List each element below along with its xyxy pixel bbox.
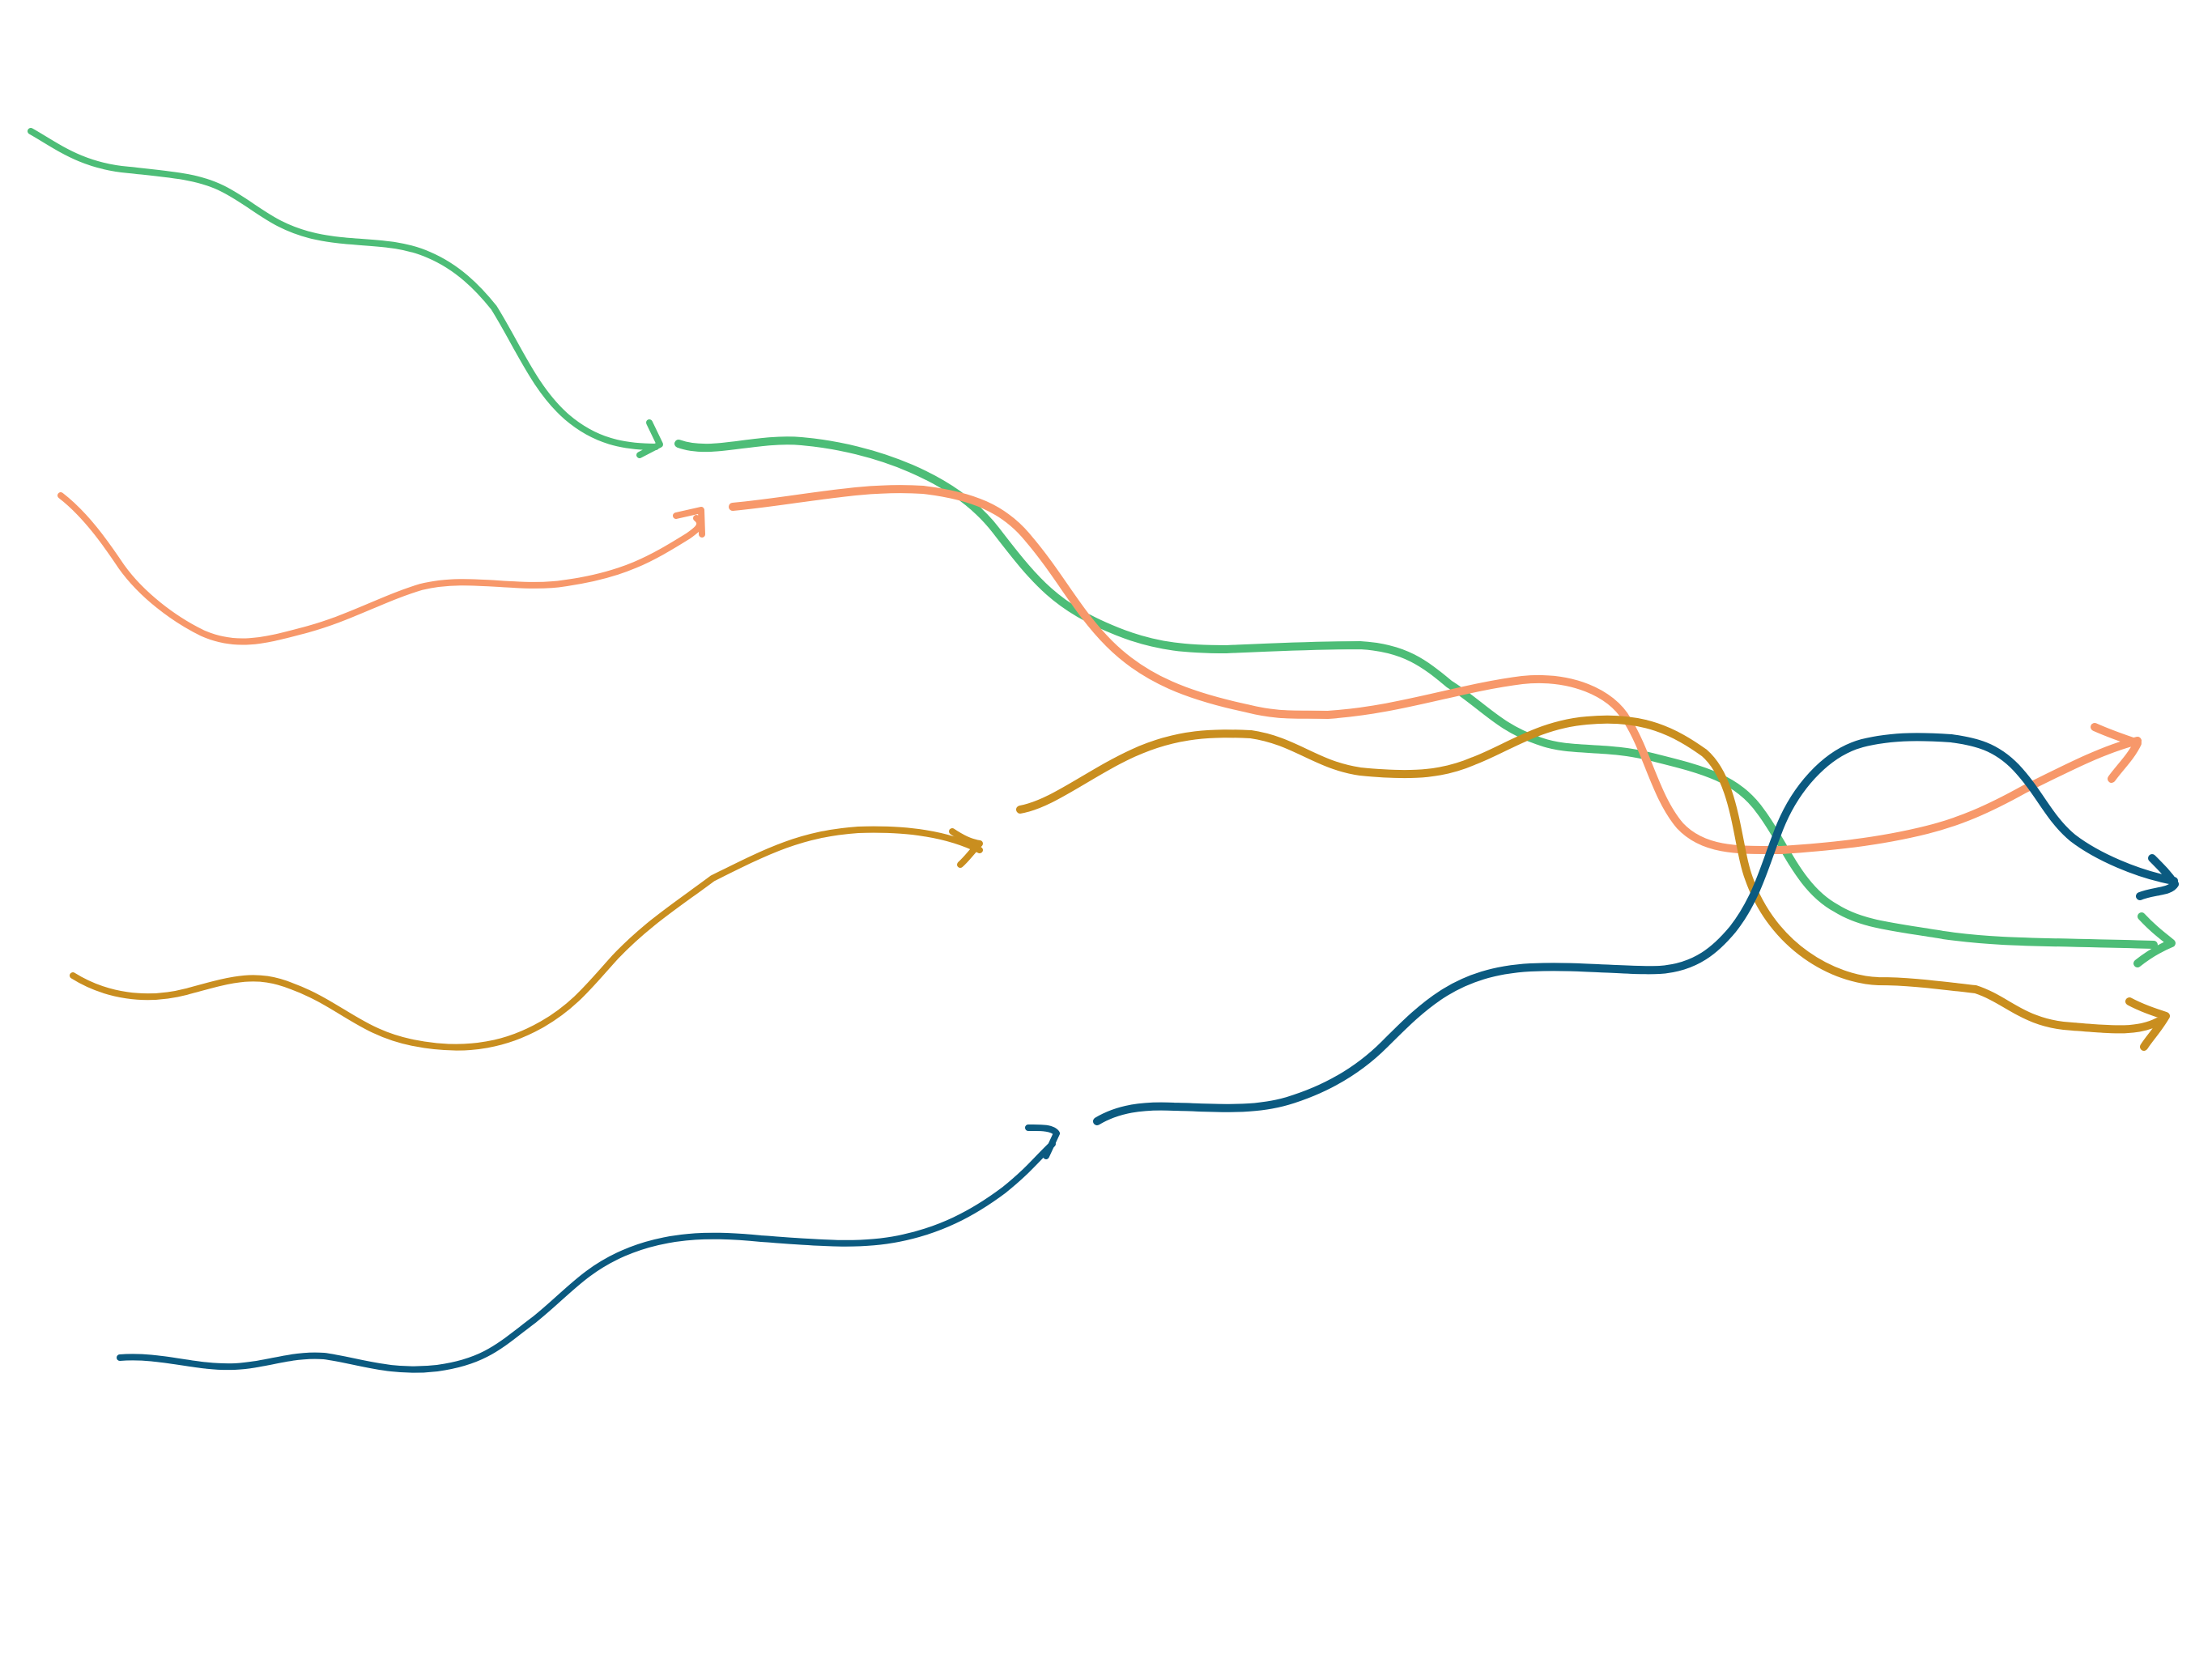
gold-arrow-2 bbox=[1016, 715, 2170, 1051]
green-arrow-1-head bbox=[636, 419, 663, 458]
green-arrow-2-head bbox=[2133, 912, 2176, 967]
green-arrow-2-line bbox=[674, 436, 2158, 949]
salmon-arrow-2-head bbox=[2091, 723, 2142, 783]
gold-arrow-2-head bbox=[2125, 997, 2170, 1051]
navy-arrow-1-head bbox=[1025, 1124, 1060, 1159]
gold-arrow-1 bbox=[70, 826, 983, 1051]
navy-arrow-2 bbox=[1093, 733, 2179, 1125]
navy-arrow-2-head bbox=[2136, 854, 2179, 900]
salmon-arrow-2-line bbox=[729, 485, 2142, 855]
green-arrow-1-line bbox=[28, 128, 659, 450]
gold-arrow-1-head bbox=[949, 828, 983, 868]
gold-arrow-2-line bbox=[1016, 715, 2162, 1034]
navy-arrow-1 bbox=[117, 1124, 1060, 1373]
salmon-arrow-1-head bbox=[673, 507, 705, 538]
navy-arrow-1-line bbox=[117, 1141, 1056, 1373]
gold-arrow-1-line bbox=[70, 826, 983, 1051]
green-arrow-2 bbox=[674, 436, 2176, 967]
navy-arrow-2-line bbox=[1093, 733, 2178, 1125]
green-arrow-1 bbox=[28, 128, 663, 458]
salmon-arrow-1 bbox=[57, 492, 705, 645]
salmon-arrow-1-line bbox=[57, 492, 704, 645]
salmon-arrow-2 bbox=[729, 485, 2142, 855]
